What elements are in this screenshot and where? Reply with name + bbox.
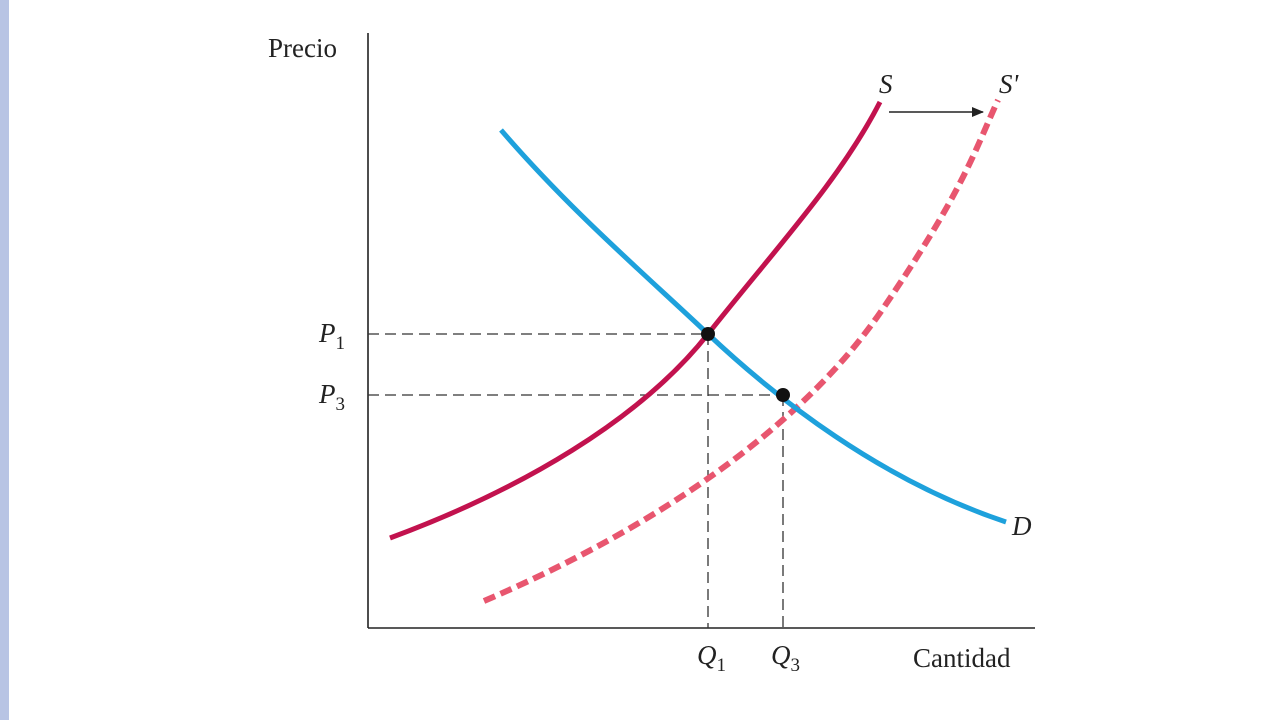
quantity-label-q1-sub: 1 bbox=[717, 655, 727, 676]
curve-label-d: D bbox=[1011, 511, 1032, 541]
demand-curve-d bbox=[499, 128, 1007, 525]
price-label-p1: P1 bbox=[318, 318, 345, 354]
price-label-p3: P3 bbox=[318, 379, 345, 415]
price-label-p3-main: P bbox=[318, 379, 336, 409]
quantity-label-q1-main: Q bbox=[697, 640, 717, 670]
price-label-p1-main: P bbox=[318, 318, 336, 348]
quantity-label-q3-sub: 3 bbox=[791, 655, 801, 676]
quantity-label-q1: Q1 bbox=[697, 640, 726, 676]
supply-curve-s-prime bbox=[482, 98, 1001, 604]
curve-label-s-prime: S' bbox=[999, 69, 1020, 99]
equilibrium-point-3 bbox=[776, 388, 790, 402]
page-accent-bar bbox=[0, 0, 9, 720]
price-label-p3-sub: 3 bbox=[336, 394, 346, 415]
quantity-label-q3-main: Q bbox=[771, 640, 791, 670]
quantity-label-q3: Q3 bbox=[771, 640, 800, 676]
y-axis-label: Precio bbox=[268, 33, 337, 63]
x-axis-label: Cantidad bbox=[913, 643, 1011, 673]
curve-label-s: S bbox=[879, 69, 893, 99]
equilibrium-point-1 bbox=[701, 327, 715, 341]
supply-curve-s bbox=[389, 100, 883, 541]
price-label-p1-sub: 1 bbox=[336, 333, 346, 354]
